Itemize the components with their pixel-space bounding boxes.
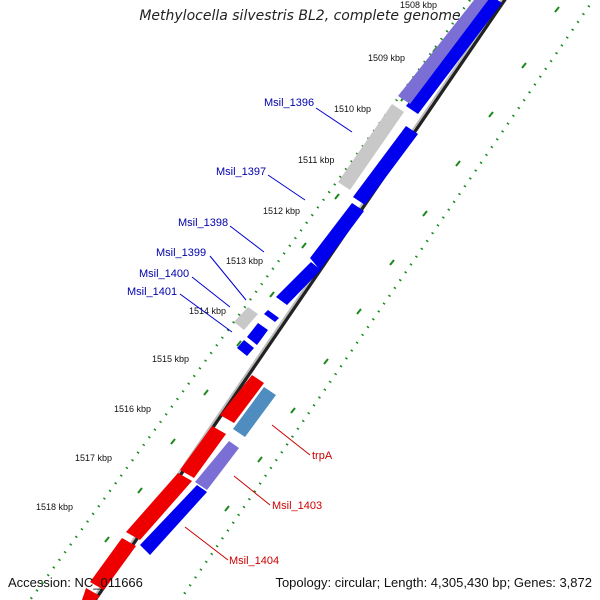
gene-label-msil-1398[interactable]: Msil_1398	[178, 217, 228, 229]
gene-trpA[interactable]	[233, 387, 276, 437]
gene-label-msil-1400[interactable]: Msil_1400	[139, 268, 189, 280]
map-title: Methylocella silvestris BL2, complete ge…	[139, 8, 461, 24]
gene-msil-1397[interactable]	[310, 203, 364, 270]
gene-msil-1395-top[interactable]	[406, 0, 502, 114]
kbp-label: 1509 kbp	[368, 53, 405, 63]
gene-gray-1[interactable]	[338, 104, 404, 190]
kbp-label: 1514 kbp	[189, 306, 226, 316]
gene-red-2[interactable]	[180, 426, 226, 478]
kbp-label: 1510 kbp	[334, 104, 371, 114]
kbp-scale-labels: 1508 kbp 1509 kbp 1510 kbp 1511 kbp 1512…	[36, 0, 437, 512]
kbp-label: 1518 kbp	[36, 502, 73, 512]
gene-msil-1398[interactable]	[276, 262, 321, 305]
gene-red-3[interactable]	[126, 473, 192, 540]
outer-dotted-line	[178, 0, 595, 600]
gene-label-msil-1403[interactable]: Msil_1403	[272, 500, 322, 512]
gene-red-1[interactable]	[220, 375, 264, 423]
inner-dotted-line	[28, 0, 472, 600]
gene-label-msil-1404[interactable]: Msil_1404	[229, 555, 279, 567]
gene-msil-1404[interactable]	[140, 485, 207, 555]
kbp-label: 1512 kbp	[263, 206, 300, 216]
gene-msil-1401b[interactable]	[237, 340, 254, 356]
kbp-label: 1511 kbp	[298, 155, 334, 165]
reverse-strand-genes	[82, 0, 492, 600]
forward-strand-genes	[140, 0, 502, 555]
gene-label-msil-1401[interactable]: Msil_1401	[127, 286, 177, 298]
gene-msil-1401[interactable]	[247, 323, 268, 345]
outer-ticks	[224, 6, 560, 512]
topology-text: Topology: circular; Length: 4,305,430 bp…	[275, 575, 592, 590]
leader-lines	[179, 107, 353, 561]
gene-msil-1403[interactable]	[195, 441, 239, 490]
gene-labels: Msil_1396 Msil_1397 Msil_1398 Msil_1399 …	[127, 97, 333, 567]
gene-gray-2[interactable]	[234, 307, 258, 330]
kbp-label: 1513 kbp	[226, 256, 263, 266]
gene-small-1[interactable]	[264, 310, 279, 322]
kbp-label: 1508 kbp	[400, 0, 437, 10]
gene-msil-1396[interactable]	[353, 126, 418, 205]
gene-purple-top[interactable]	[398, 0, 492, 104]
accession-text: Accession: NC_011666	[8, 575, 143, 590]
gene-label-msil-1399[interactable]: Msil_1399	[156, 247, 206, 259]
kbp-label: 1515 kbp	[152, 354, 189, 364]
gene-red-5[interactable]	[82, 588, 100, 600]
gene-label-trpA[interactable]: trpA	[312, 450, 333, 462]
kbp-label: 1517 kbp	[75, 453, 112, 463]
gene-label-msil-1397[interactable]: Msil_1397	[216, 166, 266, 178]
gene-red-4[interactable]	[90, 538, 136, 590]
kbp-label: 1516 kbp	[114, 404, 151, 414]
gene-label-msil-1396[interactable]: Msil_1396	[264, 97, 314, 109]
